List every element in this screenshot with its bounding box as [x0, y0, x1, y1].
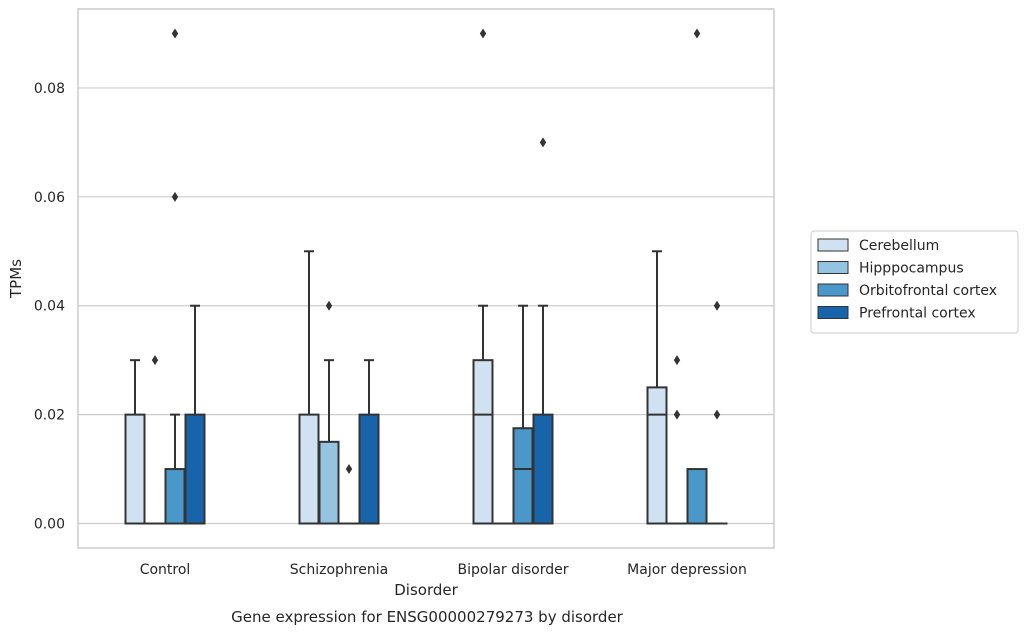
y-tick-label: 0.04 — [34, 299, 65, 315]
box-prefrontal-cortex — [708, 301, 727, 524]
legend-swatch — [818, 284, 848, 296]
x-tick-labels: Control Schizophrenia Bipolar disorder Majo… — [140, 562, 747, 578]
x-tick-label: Major depression — [627, 562, 747, 578]
outlier-point — [674, 355, 680, 365]
outlier-point — [152, 355, 158, 365]
outlier-point — [694, 29, 700, 39]
box-body — [166, 469, 185, 523]
outlier-point — [172, 192, 178, 202]
box-body — [126, 415, 145, 524]
outlier-point — [480, 29, 486, 39]
y-tick-label: 0.02 — [34, 408, 65, 424]
y-tick-label: 0.08 — [34, 81, 65, 97]
box-prefrontal-cortex — [360, 360, 379, 523]
outlier-point — [714, 301, 720, 311]
box-orbitofrontal-cortex — [166, 29, 185, 524]
box-hipppocampus — [146, 355, 165, 523]
legend-label: Orbitofrontal cortex — [859, 283, 997, 299]
legend-label: Prefrontal cortex — [859, 306, 976, 322]
legend: Cerebellum Hipppocampus Orbitofrontal cort… — [811, 231, 1018, 333]
y-tick-labels: 0.00 0.02 0.04 0.06 0.08 — [34, 81, 65, 533]
box-orbitofrontal-cortex — [688, 29, 707, 524]
legend-swatch — [818, 307, 848, 319]
box-body — [514, 428, 533, 523]
box-prefrontal-cortex — [534, 137, 553, 523]
box-body — [534, 415, 553, 524]
legend-swatch — [818, 262, 848, 274]
box-cerebellum — [126, 360, 145, 523]
y-tick-label: 0.00 — [34, 517, 65, 533]
x-tick-label: Bipolar disorder — [457, 562, 568, 578]
box-cerebellum — [648, 251, 667, 523]
grid-layer — [78, 88, 774, 524]
outlier-point — [326, 301, 332, 311]
box-cerebellum — [300, 251, 319, 523]
box-body — [320, 442, 339, 524]
x-tick-label: Control — [140, 562, 191, 578]
outlier-point — [674, 410, 680, 420]
box-body — [648, 387, 667, 523]
box-orbitofrontal-cortex — [340, 464, 359, 523]
outlier-point — [172, 29, 178, 39]
box-body — [300, 415, 319, 524]
x-axis-label: Disorder — [394, 581, 458, 599]
x-tick-label: Schizophrenia — [290, 562, 388, 578]
chart-caption: Gene expression for ENSG00000279273 by d… — [231, 608, 624, 626]
box-body — [474, 360, 493, 523]
box-body — [360, 415, 379, 524]
box-cerebellum — [474, 29, 493, 524]
y-axis-label: TPMs — [7, 259, 25, 299]
plot-frame — [78, 9, 774, 548]
legend-swatch — [818, 239, 848, 251]
box-body — [186, 415, 205, 524]
y-tick-label: 0.06 — [34, 190, 65, 206]
legend-label: Cerebellum — [859, 238, 939, 254]
box-body — [688, 469, 707, 523]
legend-label: Hipppocampus — [859, 261, 964, 277]
outlier-point — [714, 410, 720, 420]
box-hipppocampus — [320, 301, 339, 524]
box-layer — [126, 29, 727, 524]
outlier-point — [346, 464, 352, 474]
box-hipppocampus — [668, 355, 687, 523]
box-prefrontal-cortex — [186, 306, 205, 524]
outlier-point — [540, 137, 546, 147]
